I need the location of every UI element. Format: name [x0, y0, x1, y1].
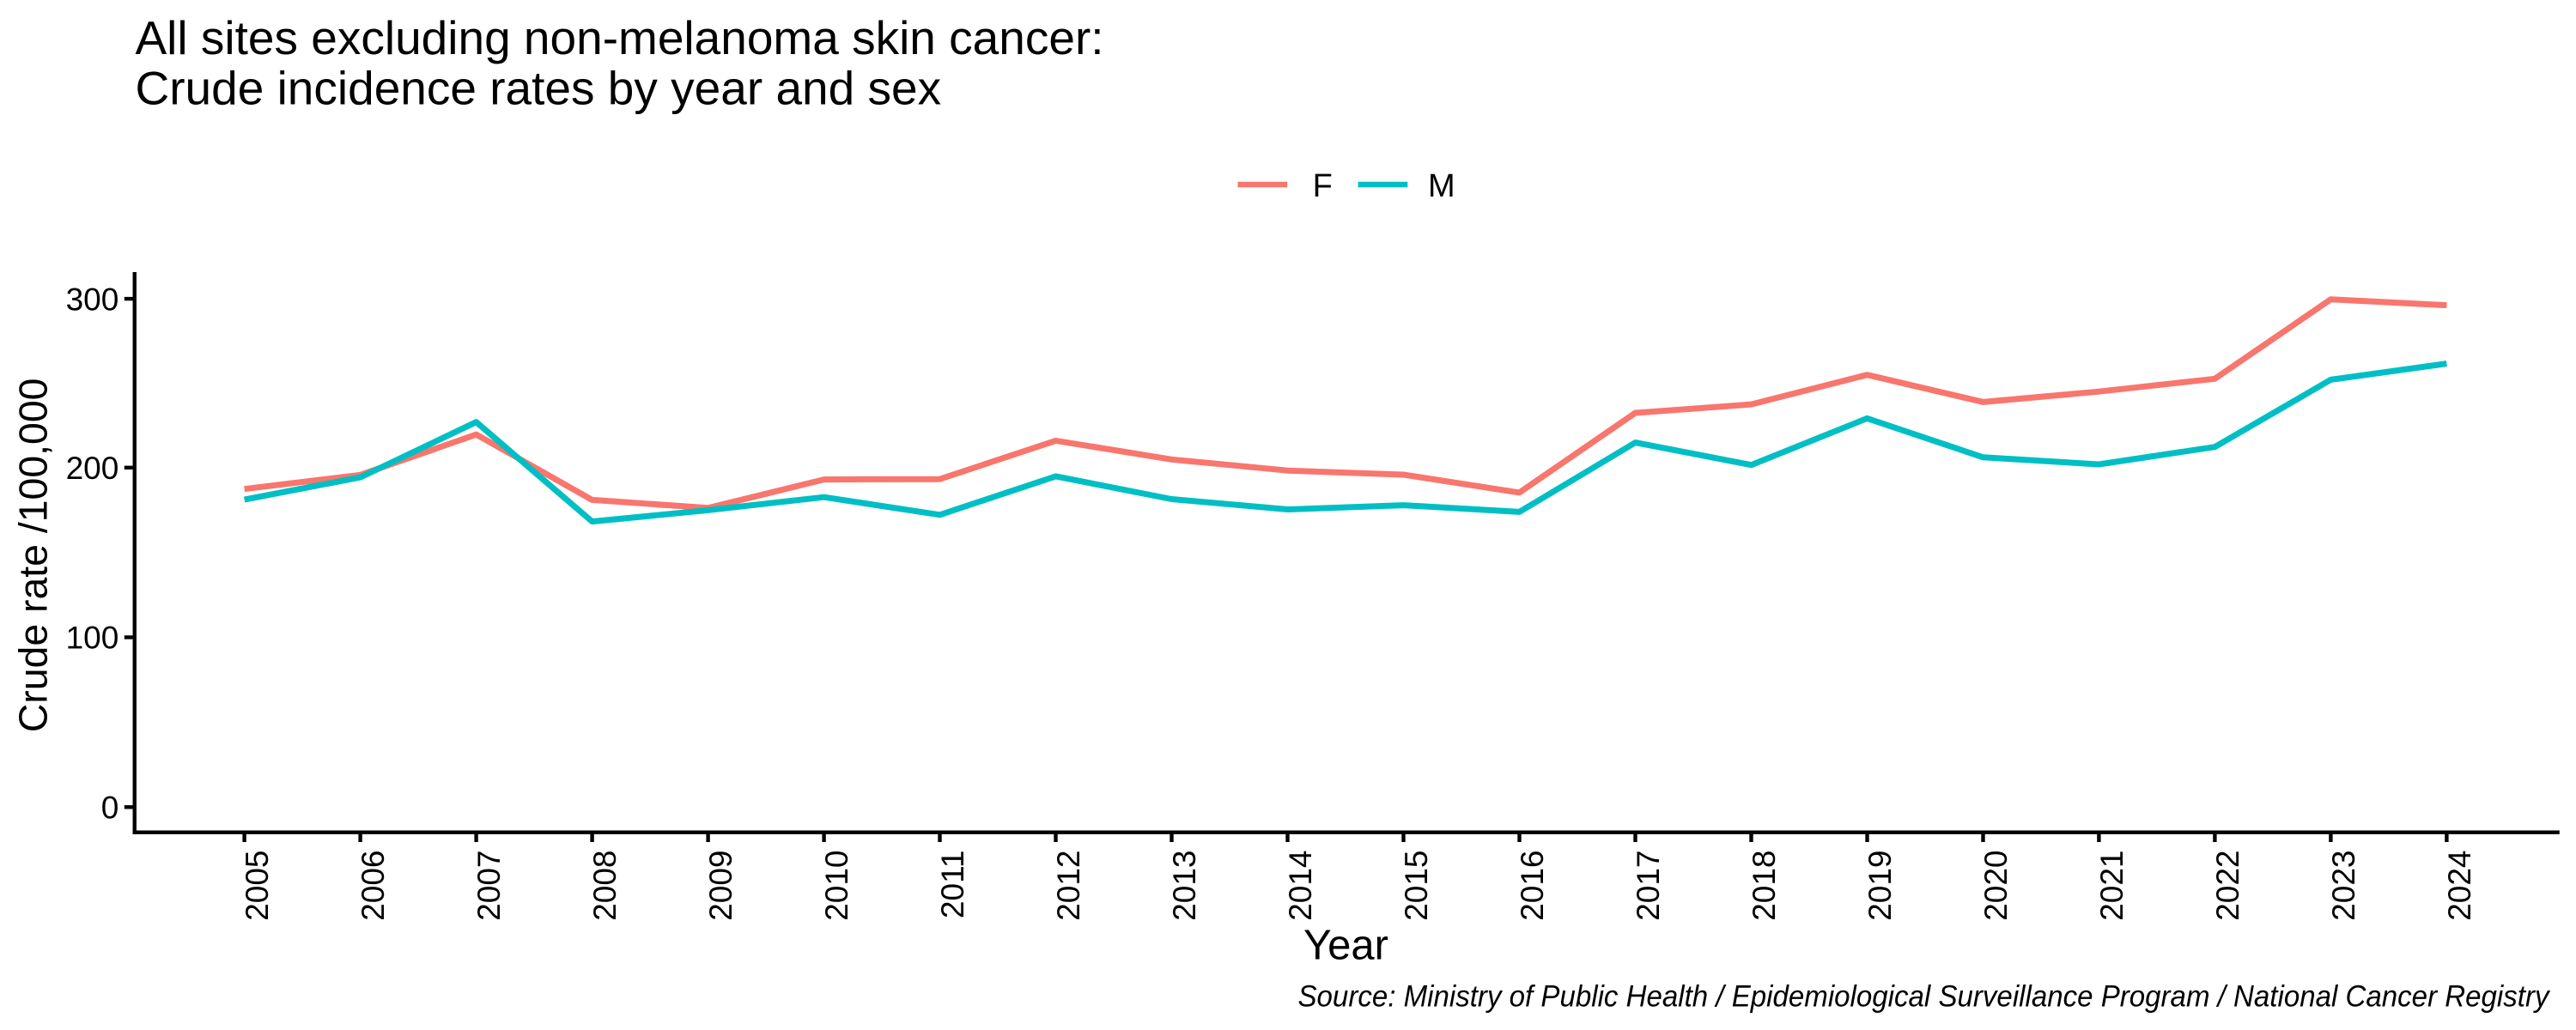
svg-text:100: 100 [66, 621, 119, 656]
svg-text:Crude incidence rates by year: Crude incidence rates by year and sex [136, 62, 942, 115]
svg-text:2013: 2013 [1167, 851, 1202, 921]
svg-text:Year: Year [1303, 923, 1388, 969]
svg-text:2021: 2021 [2094, 851, 2129, 921]
svg-text:2010: 2010 [819, 850, 854, 920]
svg-text:2018: 2018 [1747, 851, 1782, 921]
svg-text:2024: 2024 [2442, 851, 2477, 921]
svg-text:300: 300 [66, 282, 119, 317]
svg-text:2005: 2005 [240, 851, 275, 921]
svg-text:2015: 2015 [1399, 851, 1434, 921]
svg-text:2023: 2023 [2326, 851, 2361, 921]
svg-text:2011: 2011 [935, 851, 970, 919]
svg-text:2022: 2022 [2210, 851, 2245, 921]
svg-text:0: 0 [101, 791, 119, 826]
svg-text:2014: 2014 [1283, 851, 1318, 921]
svg-text:2019: 2019 [1862, 851, 1898, 921]
svg-text:2017: 2017 [1631, 851, 1666, 921]
svg-text:All sites excluding non-melano: All sites excluding non-melanoma skin ca… [136, 11, 1104, 64]
svg-text:2009: 2009 [703, 851, 738, 921]
svg-text:2020: 2020 [1978, 851, 2014, 921]
svg-text:2007: 2007 [471, 851, 507, 921]
svg-text:2016: 2016 [1515, 851, 1550, 921]
svg-text:2006: 2006 [355, 851, 391, 921]
svg-text:Source: Ministry of Public Hea: Source: Ministry of Public Health / Epid… [1298, 979, 2551, 1014]
svg-text:F: F [1313, 168, 1333, 204]
svg-text:Crude rate /100,000: Crude rate /100,000 [11, 379, 56, 733]
svg-text:2012: 2012 [1051, 851, 1086, 921]
svg-text:200: 200 [66, 451, 119, 486]
svg-text:M: M [1428, 168, 1455, 204]
svg-text:2008: 2008 [587, 851, 623, 921]
